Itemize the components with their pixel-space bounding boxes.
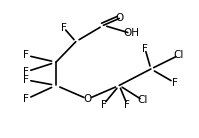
Text: F: F bbox=[23, 94, 29, 104]
Text: F: F bbox=[23, 50, 29, 60]
Text: F: F bbox=[23, 75, 29, 85]
Text: Cl: Cl bbox=[138, 95, 148, 105]
Text: F: F bbox=[100, 99, 106, 110]
Text: F: F bbox=[172, 78, 178, 88]
Text: Cl: Cl bbox=[173, 50, 184, 60]
Text: F: F bbox=[61, 23, 67, 33]
Text: O: O bbox=[84, 94, 92, 104]
Text: F: F bbox=[142, 43, 148, 54]
Text: OH: OH bbox=[123, 28, 139, 39]
Text: O: O bbox=[115, 13, 123, 23]
Text: F: F bbox=[23, 67, 29, 77]
Text: F: F bbox=[124, 99, 130, 110]
